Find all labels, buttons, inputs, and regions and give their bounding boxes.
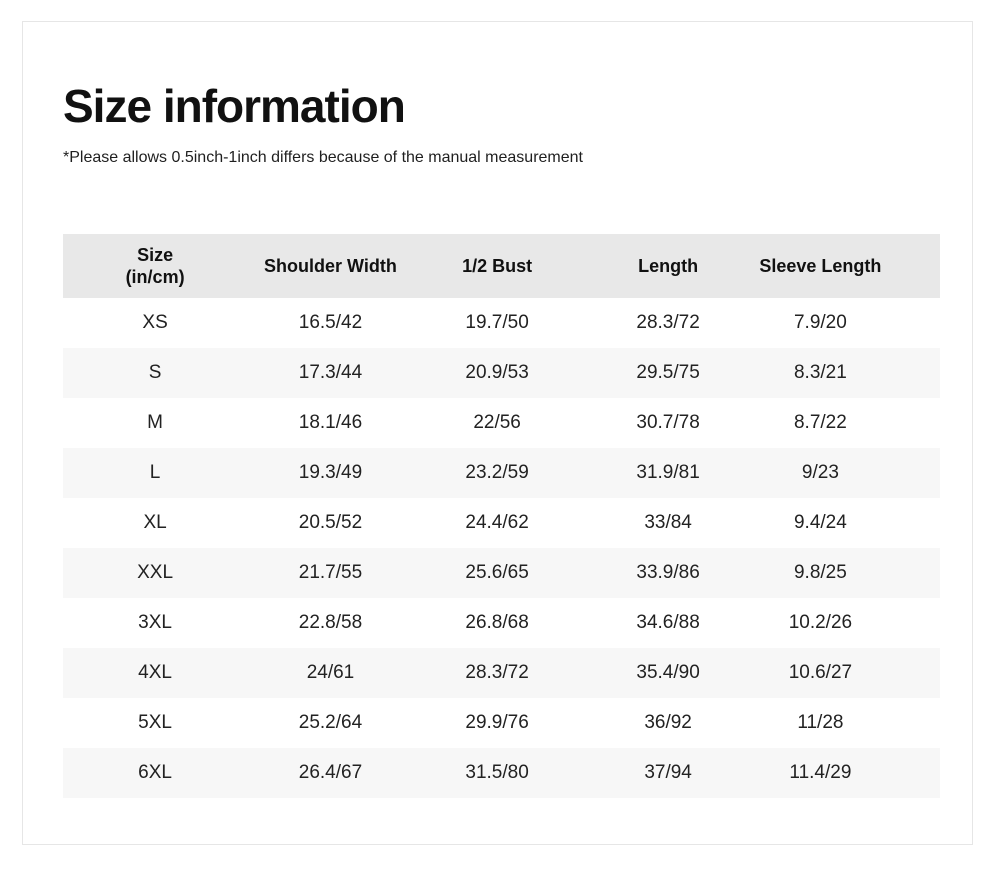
col-header-shoulder-width: Shoulder Width [247,234,414,298]
measurement-note: *Please allows 0.5inch-1inch differs bec… [63,149,583,166]
col-header-size-line2: (in/cm) [125,267,185,287]
cell-sleeve-length: 7.9/20 [793,312,847,333]
cell-half-bust: 29.9/76 [465,712,529,733]
col-header-sleeve-length: Sleeve Length [755,234,940,298]
cell-shoulder-width: 24/61 [306,662,355,683]
cell-half-bust: 31.5/80 [465,762,529,783]
table-row: 5XL 25.2/64 29.9/76 36/92 11/28 [63,698,940,748]
cell-length: 31.9/81 [636,462,700,483]
cell-half-bust: 25.6/65 [465,562,529,583]
cell-length: 33/84 [644,512,692,533]
cell-sleeve-length: 11/28 [797,712,844,733]
cell-size: 4XL [138,662,172,683]
cell-half-bust: 19.7/50 [465,312,529,333]
cell-shoulder-width: 19.3/49 [298,462,363,483]
cell-size: 6XL [138,762,172,783]
table-row: XXL 21.7/55 25.6/65 33.9/86 9.8/25 [63,548,940,598]
page-title: Size information [63,80,406,132]
cell-sleeve-length: 8.7/22 [793,412,847,433]
cell-half-bust: 26.8/68 [465,612,529,633]
table-row: 4XL 24/61 28.3/72 35.4/90 10.6/27 [63,648,940,698]
cell-shoulder-width: 26.4/67 [298,762,363,783]
cell-size: 5XL [138,712,172,733]
cell-length: 33.9/86 [636,562,700,583]
col-header-size-line1: Size [137,245,174,265]
cell-length: 30.7/78 [636,412,700,433]
cell-sleeve-length: 10.6/27 [788,662,853,683]
cell-sleeve-length: 10.2/26 [788,612,853,633]
cell-sleeve-length: 9.4/24 [793,512,847,533]
cell-shoulder-width: 16.5/42 [298,312,363,333]
cell-sleeve-length: 9/23 [801,462,839,483]
cell-half-bust: 24.4/62 [465,512,529,533]
table-row: S 17.3/44 20.9/53 29.5/75 8.3/21 [63,348,940,398]
col-header-half-bust: 1/2 Bust [413,234,581,298]
cell-half-bust: 23.2/59 [465,462,529,483]
cell-size: XXL [137,562,174,583]
table-row: XL 20.5/52 24.4/62 33/84 9.4/24 [63,498,940,548]
cell-sleeve-length: 9.8/25 [793,562,847,583]
cell-length: 36/92 [644,712,692,733]
table-row: XS 16.5/42 19.7/50 28.3/72 7.9/20 [63,298,940,348]
cell-sleeve-length: 8.3/21 [793,362,847,383]
size-table-body: XS 16.5/42 19.7/50 28.3/72 7.9/20 S 17.3/44 20.… [63,298,940,798]
col-header-length: Length [580,234,756,298]
cell-sleeve-length: 11.4/29 [789,762,852,783]
cell-length: 34.6/88 [636,612,700,633]
cell-size: 3XL [138,612,172,633]
cell-half-bust: 20.9/53 [465,362,529,383]
cell-shoulder-width: 20.5/52 [298,512,363,533]
cell-size: S [148,362,162,383]
cell-size: XL [143,512,167,533]
cell-size: L [149,462,161,483]
cell-length: 35.4/90 [636,662,700,683]
size-table-header-row: Size (in/cm) Shoulder Width 1/2 Bust Len… [63,234,940,298]
table-row: 6XL 26.4/67 31.5/80 37/94 11.4/29 [63,748,940,798]
table-row: M 18.1/46 22/56 30.7/78 8.7/22 [63,398,940,448]
cell-shoulder-width: 17.3/44 [298,362,363,383]
cell-size: XS [142,312,168,333]
table-row: 3XL 22.8/58 26.8/68 34.6/88 10.2/26 [63,598,940,648]
cell-shoulder-width: 21.7/55 [298,562,363,583]
cell-shoulder-width: 25.2/64 [298,712,363,733]
table-row: L 19.3/49 23.2/59 31.9/81 9/23 [63,448,940,498]
size-table: Size (in/cm) Shoulder Width 1/2 Bust Len… [63,234,940,798]
size-info-card: Size information *Please allows 0.5inch-… [22,21,973,845]
col-header-size: Size (in/cm) [63,234,248,298]
cell-shoulder-width: 22.8/58 [298,612,363,633]
cell-length: 28.3/72 [636,312,700,333]
cell-length: 29.5/75 [636,362,700,383]
cell-half-bust: 22/56 [473,412,521,433]
cell-length: 37/94 [644,762,692,783]
cell-size: M [147,412,163,433]
cell-half-bust: 28.3/72 [465,662,529,683]
cell-shoulder-width: 18.1/46 [298,412,363,433]
